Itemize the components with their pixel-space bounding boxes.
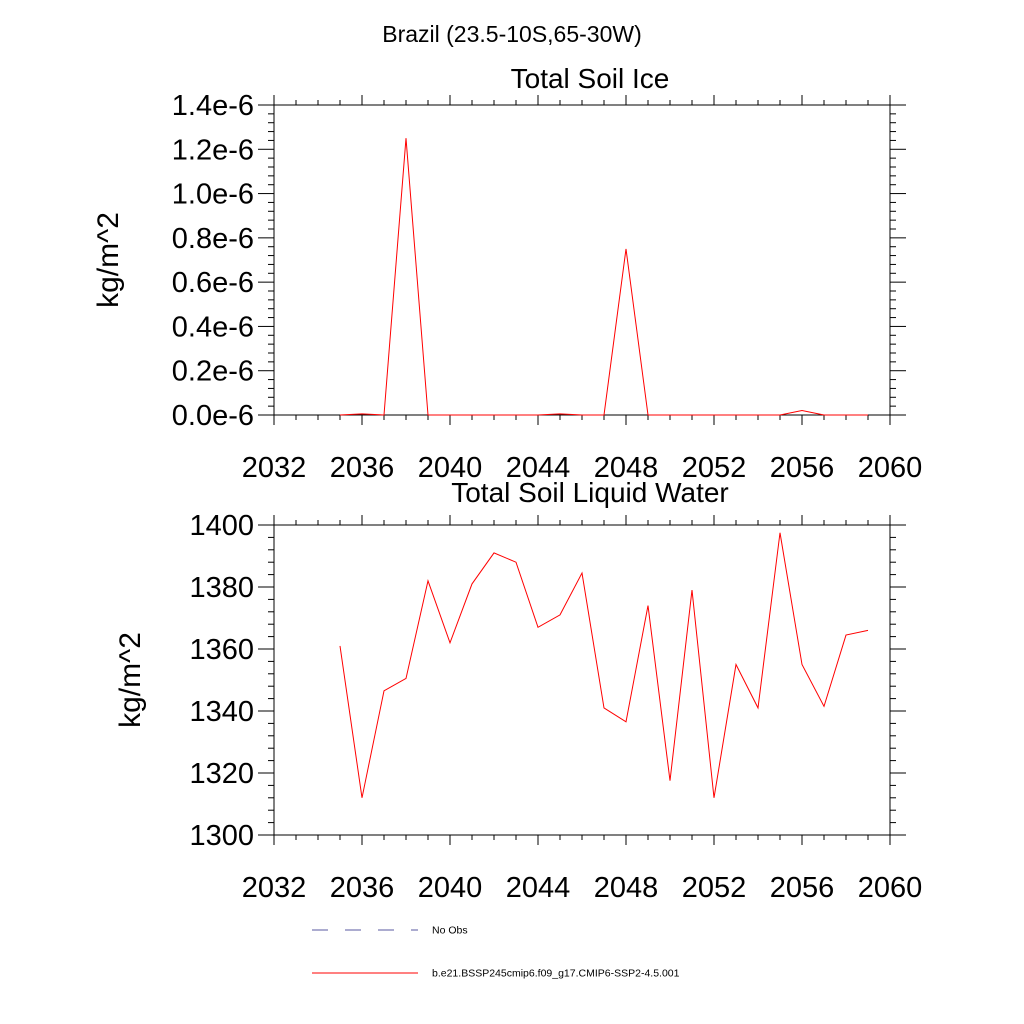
x-tick-label: 2052	[682, 872, 747, 904]
y-tick-label: 0.2e-6	[172, 356, 254, 388]
x-tick-label: 2060	[858, 452, 923, 484]
y-tick-label: 1320	[189, 758, 254, 790]
x-tick-label: 2032	[242, 452, 307, 484]
x-tick-label: 2036	[330, 452, 395, 484]
panel-total-soil-ice: Total Soil Ice kg/m^2 2032 2036 2040 2044 20…	[92, 63, 922, 484]
y-tick-label: 1.0e-6	[172, 179, 254, 211]
x-tick-label: 2036	[330, 872, 395, 904]
plot-frame	[273, 524, 891, 836]
plot-area: 2032 2036 2040 2044 2048 2052 2056 2060 1300 1320…	[189, 510, 922, 904]
x-tick-label: 2056	[770, 872, 835, 904]
legend: No Obs b.e21.BSSP245cmip6.f09_g17.CMIP6-…	[312, 925, 680, 980]
legend-label-model-run: b.e21.BSSP245cmip6.f09_g17.CMIP6-SSP2-4.…	[432, 968, 680, 980]
y-tick-label: 1300	[189, 820, 254, 852]
panel-total-soil-liquid-water: Total Soil Liquid Water kg/m^2 2032 2036 2…	[114, 477, 922, 904]
y-axis-label: kg/m^2	[92, 212, 125, 308]
x-tick-label: 2040	[418, 452, 483, 484]
x-tick-label: 2040	[418, 872, 483, 904]
x-tick-label: 2044	[506, 872, 571, 904]
y-tick-label: 1.4e-6	[172, 90, 254, 122]
y-tick-label: 1.2e-6	[172, 134, 254, 166]
y-tick-label: 1360	[189, 634, 254, 666]
series-line	[339, 532, 869, 798]
x-tick-label: 2032	[242, 872, 307, 904]
plot-frame	[273, 104, 891, 416]
plot-area: 2032 2036 2040 2044 2048 2052 2056 2060 0.0e-6 0.…	[172, 90, 922, 484]
panel-title: Total Soil Ice	[511, 63, 670, 94]
x-tick-label: 2060	[858, 872, 923, 904]
y-tick-label: 0.8e-6	[172, 223, 254, 255]
panel-title: Total Soil Liquid Water	[451, 477, 729, 508]
series-line	[339, 138, 868, 416]
y-tick-label: 0.6e-6	[172, 267, 254, 299]
x-tick-label: 2052	[682, 452, 747, 484]
y-tick-label: 1380	[189, 572, 254, 604]
y-axis-label: kg/m^2	[114, 632, 147, 728]
x-tick-label: 2044	[506, 452, 571, 484]
x-tick-label: 2048	[594, 872, 659, 904]
y-tick-label: 0.0e-6	[172, 400, 254, 432]
figure-title: Brazil (23.5-10S,65-30W)	[382, 21, 642, 47]
x-tick-label: 2048	[594, 452, 659, 484]
legend-label-no-obs: No Obs	[432, 925, 468, 937]
y-tick-label: 0.4e-6	[172, 311, 254, 343]
x-tick-label: 2056	[770, 452, 835, 484]
y-tick-label: 1340	[189, 696, 254, 728]
y-tick-label: 1400	[189, 510, 254, 542]
